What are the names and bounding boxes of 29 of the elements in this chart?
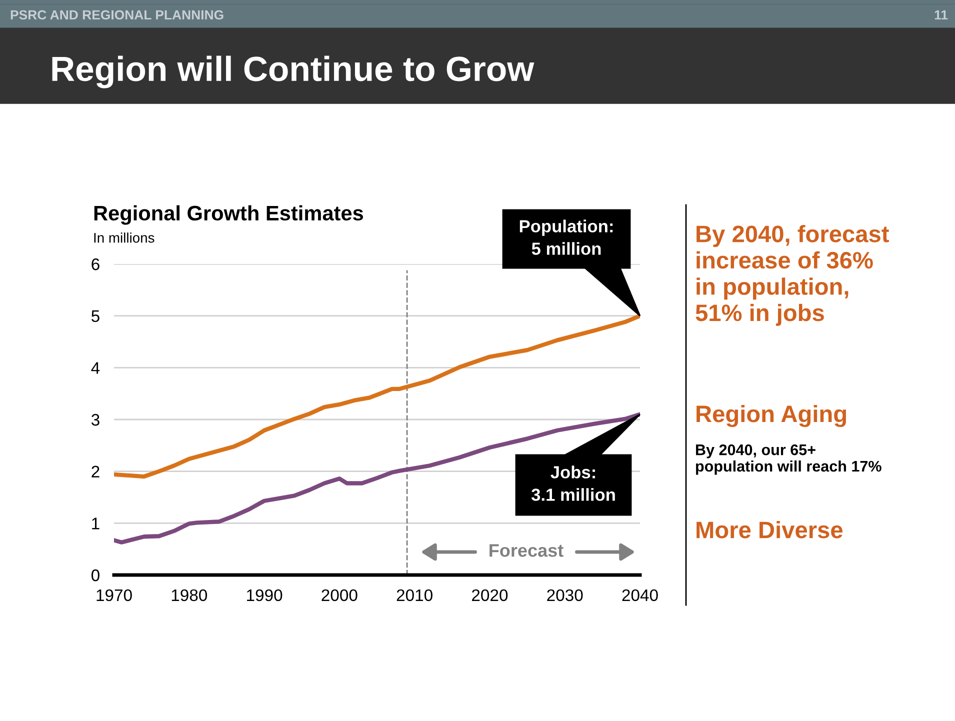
y-tick-label: 4 bbox=[91, 362, 100, 374]
y-tick-label: 0 bbox=[91, 569, 100, 582]
x-tick-label: 2020 bbox=[472, 589, 508, 602]
x-tick-label: 2000 bbox=[322, 589, 358, 602]
x-tick-label: 1990 bbox=[247, 589, 282, 602]
text: 11 bbox=[934, 10, 948, 20]
x-tick-label: 1980 bbox=[172, 589, 208, 602]
chart-subtitle: In millions bbox=[94, 232, 154, 243]
y-tick-label: 3 bbox=[91, 414, 100, 426]
line-series bbox=[114, 314, 640, 479]
y-tick-label: 6 bbox=[92, 258, 100, 270]
chart-title: Regional Growth Estimates bbox=[94, 205, 364, 225]
annotation: Forecast bbox=[490, 544, 564, 557]
x-tick-label: 2010 bbox=[396, 589, 432, 602]
y-tick-label: 2 bbox=[92, 466, 100, 478]
y-tick-label: 1 bbox=[92, 518, 100, 530]
text: Population: 5 million bbox=[520, 220, 613, 255]
x-tick-label: 2030 bbox=[547, 589, 583, 602]
text: PSRC AND REGIONAL PLANNING bbox=[10, 10, 224, 20]
text: By 2040, our 65+ population will reach 17% bbox=[696, 444, 882, 475]
x-tick-label: 2040 bbox=[622, 589, 658, 602]
text: By 2040, forecast increase of 36% in population, 51% in jobs bbox=[696, 225, 889, 326]
text: Region Aging bbox=[696, 404, 846, 428]
text: More Diverse bbox=[696, 520, 842, 538]
x-tick-label: 1970 bbox=[96, 589, 132, 602]
line-series bbox=[114, 412, 640, 544]
text: Region will Continue to Grow bbox=[52, 56, 534, 88]
y-tick-label: 5 bbox=[92, 310, 100, 322]
annotation: Jobs: 3.1 million bbox=[531, 466, 615, 501]
